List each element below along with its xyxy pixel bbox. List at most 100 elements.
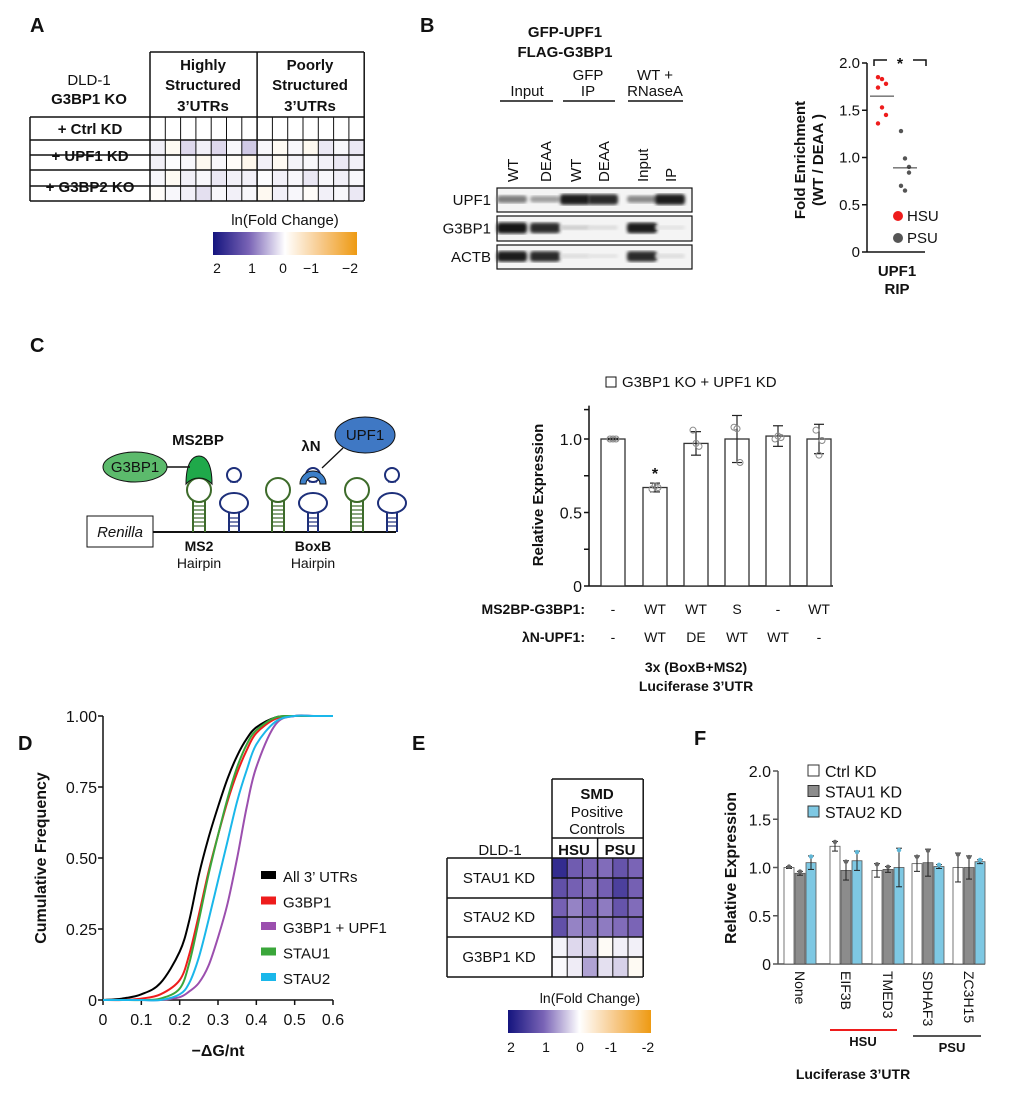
group-gfp-ip-label-1: GFP — [573, 67, 604, 84]
panel-label-d: D — [18, 733, 32, 755]
lambda-n-upf1-value: WT — [726, 629, 748, 645]
legend-swatch — [261, 947, 276, 956]
bar-stau1-kd — [963, 867, 975, 965]
heatmap-cell — [552, 957, 568, 977]
heatmap-cell — [150, 155, 166, 170]
legend-c-swatch — [605, 376, 617, 388]
bar-ctrl-kd — [829, 845, 841, 965]
col-group-2-line-1: Poorly — [287, 57, 334, 74]
y-tick-label: 0.25 — [66, 922, 97, 939]
heatmap-cell — [567, 917, 583, 937]
data-point — [815, 451, 823, 459]
data-point — [736, 459, 744, 467]
blot-band — [530, 195, 560, 203]
data-point — [896, 847, 902, 853]
x-tick-label: 0.3 — [207, 1012, 229, 1029]
dot-xlabel-1: UPF1 — [878, 263, 916, 280]
heatmap-cell — [552, 878, 568, 898]
e-header-1: SMD — [580, 786, 614, 803]
colorbar-e-tick: 1 — [542, 1039, 550, 1055]
heatmap-cell — [272, 117, 288, 140]
y-tick-label: 0.5 — [560, 506, 582, 523]
group-gfp-ip-label-2: IP — [581, 83, 595, 100]
bar — [806, 438, 832, 587]
ms2bp-g3bp1-value: WT — [808, 601, 830, 617]
bar-ctrl-kd — [871, 869, 883, 965]
y-tick-label: 1.0 — [749, 861, 771, 878]
bar — [600, 438, 626, 587]
heatmap-cell — [272, 155, 288, 170]
e-header-2: Positive — [571, 804, 624, 821]
legend-label: G3BP1 + UPF1 — [283, 920, 387, 937]
category-label: EIF3B — [838, 971, 854, 1010]
heatmap-cell — [195, 170, 212, 186]
heatmap-cell — [287, 170, 303, 186]
lambda-n-label: λN — [301, 438, 320, 455]
heatmap-cell — [272, 140, 288, 155]
boxb-hairpin-bulge — [377, 492, 407, 514]
data-point-hsu — [879, 76, 885, 82]
data-point-hsu — [879, 105, 885, 110]
colorbar-a — [213, 232, 357, 255]
panel-label-f: F — [694, 728, 706, 750]
heatmap-cell — [241, 117, 258, 140]
data-point — [955, 852, 961, 857]
y-tick-label: 0 — [762, 957, 771, 974]
panel-d-cdf-chart: Cumulative Frequency −ΔG/nt 00.250.500.7… — [33, 709, 387, 1060]
heatmap-cell — [597, 878, 613, 898]
colorbar-a-tick: −1 — [303, 260, 319, 276]
bar — [765, 435, 791, 587]
y-tick-label: 0.75 — [66, 780, 97, 797]
bar-stau1-kd — [922, 862, 934, 965]
data-point — [885, 864, 891, 870]
category-label: TMED3 — [880, 971, 896, 1019]
dot-ylabel-1: Fold Enrichment — [792, 101, 809, 219]
blot-label-g3bp1: G3BP1 — [443, 221, 491, 238]
heatmap-cell — [582, 957, 598, 977]
heatmap-cell — [333, 170, 349, 186]
x-tick-label: 0 — [99, 1012, 108, 1029]
heatmap-cell — [150, 186, 166, 201]
heatmap-cell — [348, 170, 365, 186]
data-point — [654, 484, 662, 492]
data-point-hsu — [875, 85, 881, 90]
heatmap-cell — [567, 878, 583, 898]
blot-band — [588, 194, 618, 205]
heatmap-cell — [612, 937, 628, 957]
y-tick-label: 0.50 — [66, 851, 97, 868]
legend-label: Ctrl KD — [825, 764, 877, 781]
data-point — [843, 859, 849, 864]
ms2-hairpin-label-2: Hairpin — [177, 555, 221, 571]
blot-band — [627, 195, 657, 203]
heatmap-cell — [165, 140, 181, 155]
significance-star: * — [652, 466, 659, 483]
row-label-ctrl-kd: + Ctrl KD — [58, 121, 123, 138]
d-ylabel: Cumulative Frequency — [33, 772, 50, 944]
heatmap-cell — [165, 186, 181, 201]
data-point-psu — [902, 188, 908, 193]
legend-label: STAU1 KD — [825, 785, 902, 802]
cell-line-label: DLD-1 — [67, 72, 110, 89]
heatmap-cell — [241, 155, 258, 170]
legend-psu-swatch — [893, 233, 903, 243]
heatmap-cell — [287, 140, 303, 155]
heatmap-cell — [567, 858, 583, 878]
data-point-hsu — [883, 81, 889, 86]
heatmap-cell — [303, 170, 319, 186]
significance-bracket — [873, 59, 927, 66]
blot-band — [560, 253, 590, 259]
e-row-g3bp1-kd: G3BP1 KD — [462, 949, 536, 966]
data-point — [689, 426, 697, 434]
lane-label: WT — [568, 159, 585, 182]
heatmap-cell — [582, 898, 598, 917]
panel-c-bar-chart: G3BP1 KO + UPF1 KD Relative Expression M… — [482, 374, 833, 694]
boxb-hairpin-label-2: Hairpin — [291, 555, 335, 571]
heatmap-cell — [257, 186, 273, 201]
bar — [642, 486, 668, 587]
e-header-3: Controls — [569, 821, 625, 838]
heatmap-cell — [165, 170, 181, 186]
colorbar-a-tick: −2 — [342, 260, 358, 276]
heatmap-cell — [165, 155, 181, 170]
ms2bp-g3bp1-value: - — [776, 601, 781, 617]
legend-swatch — [261, 973, 276, 981]
